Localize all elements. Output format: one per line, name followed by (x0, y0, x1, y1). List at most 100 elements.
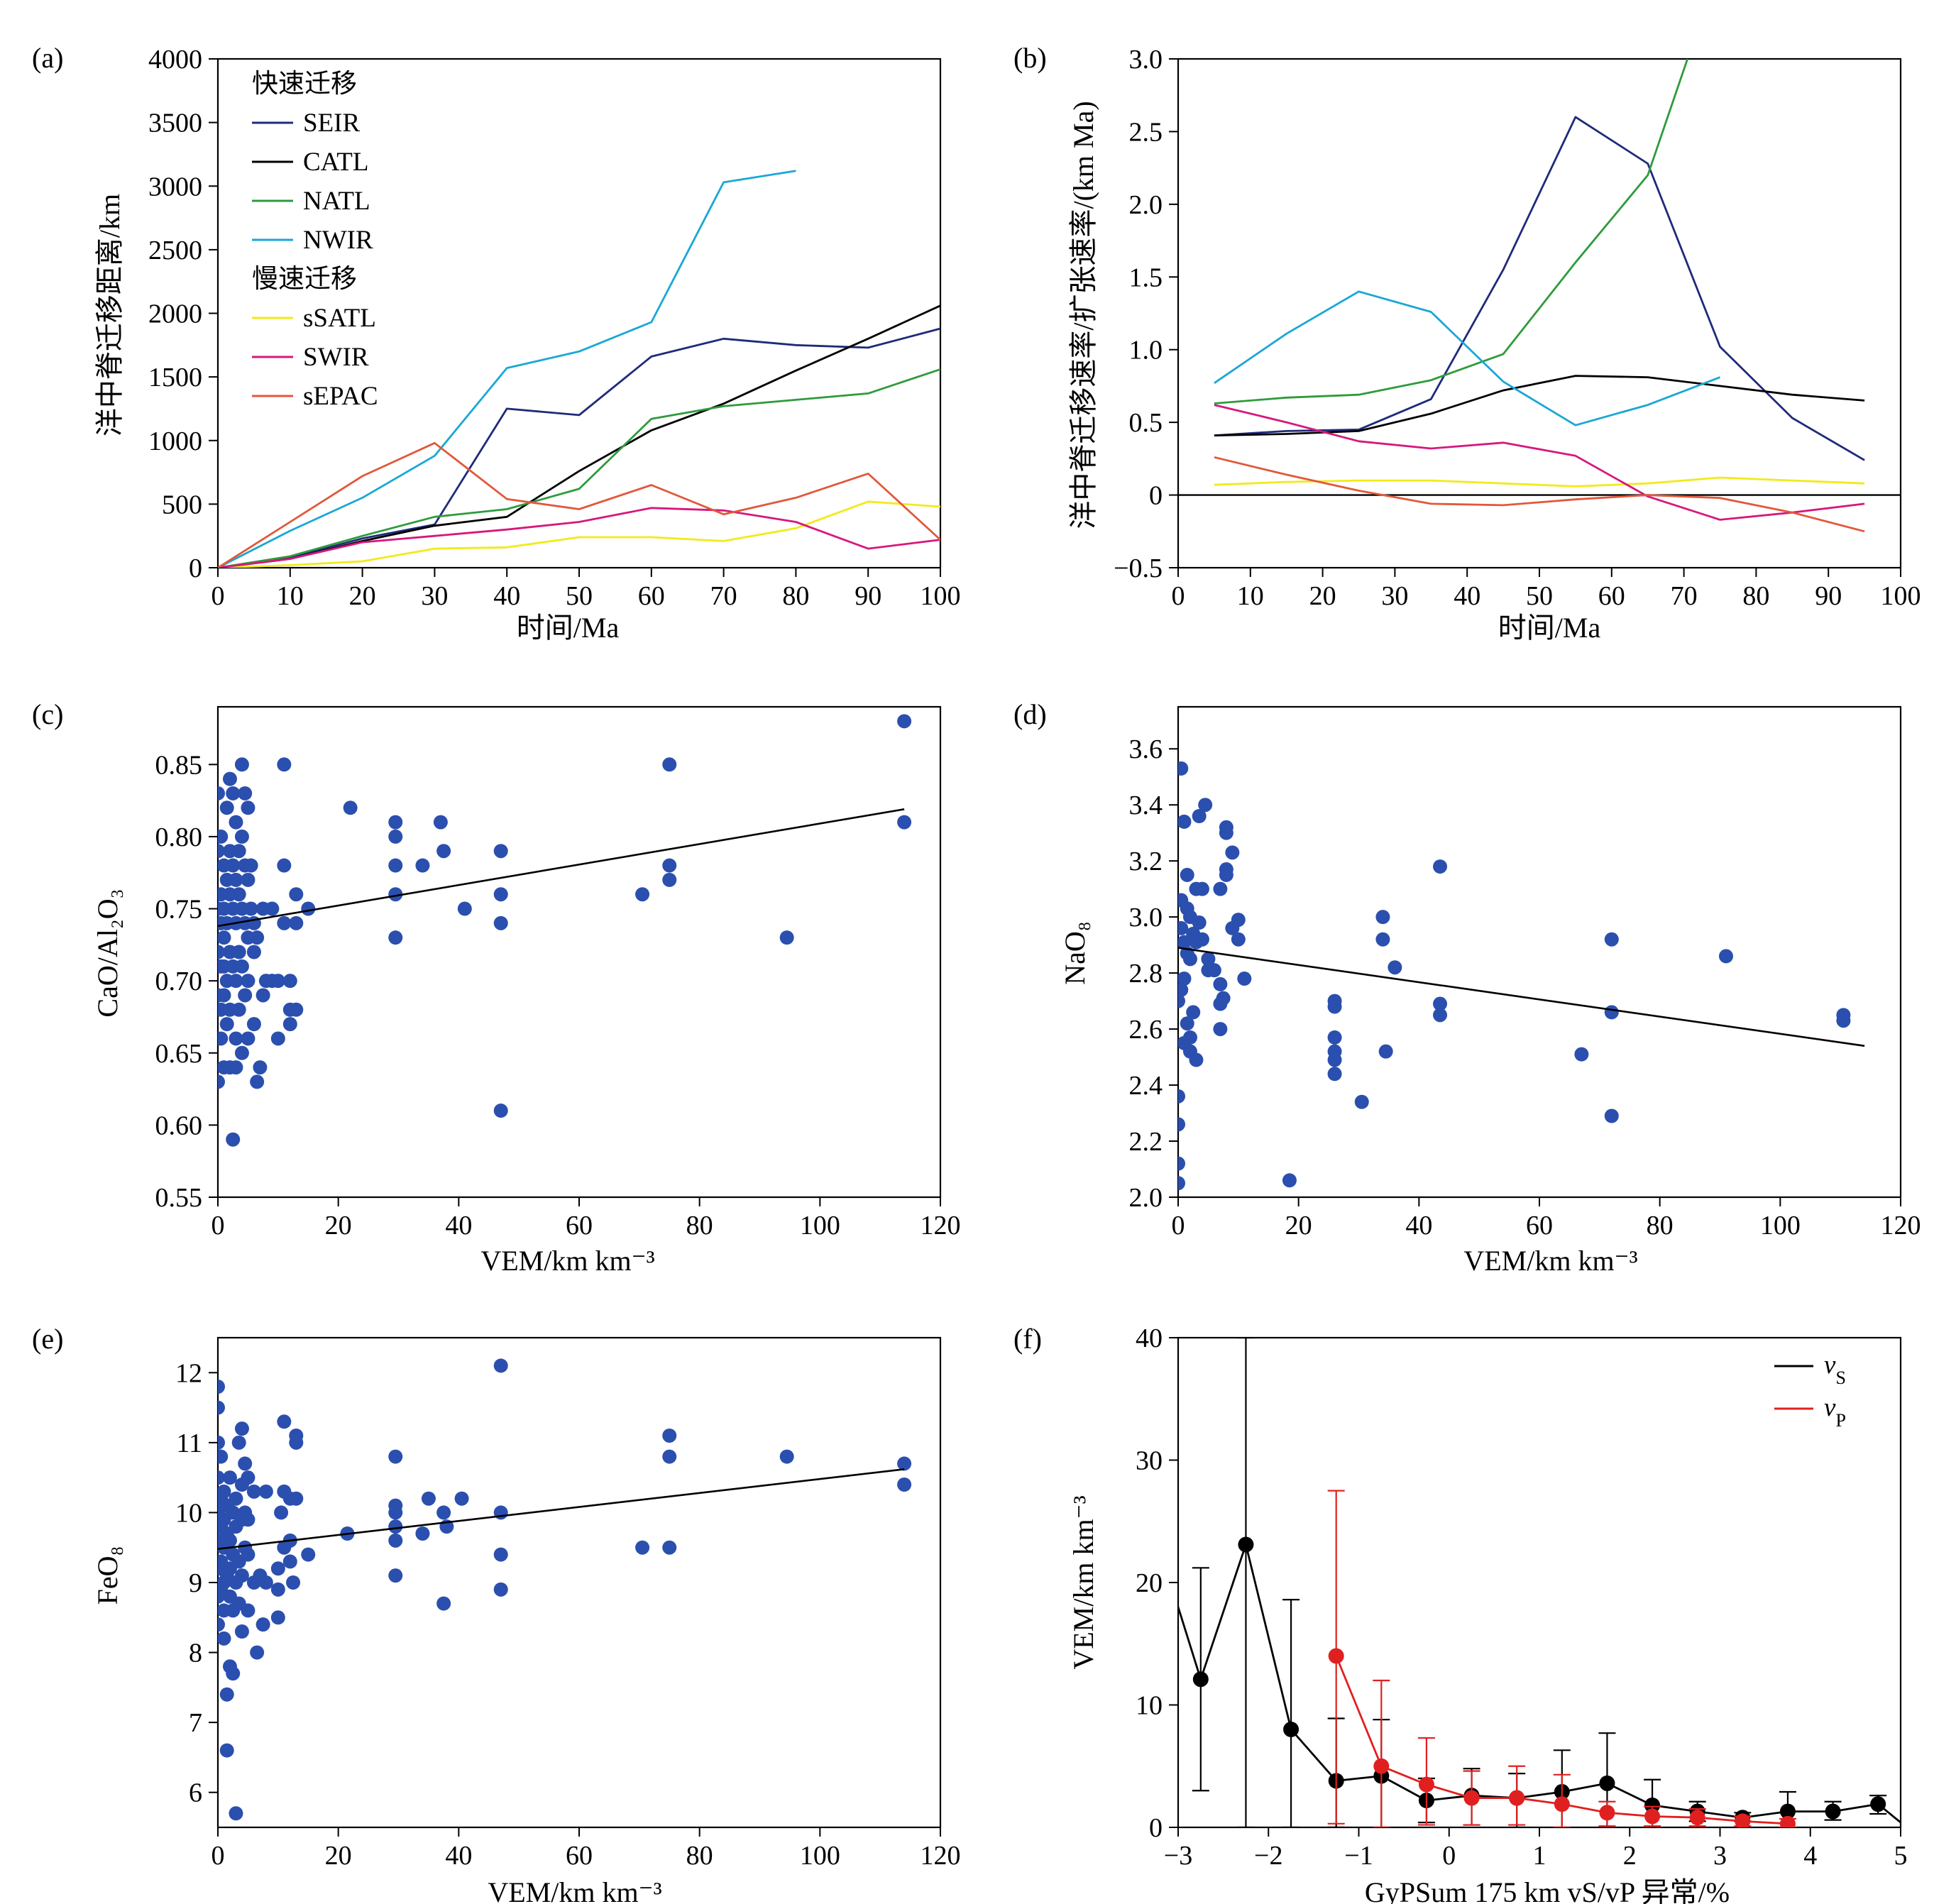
data-point-e (270, 1582, 285, 1597)
series-group-b (1178, 59, 1901, 533)
series-line-sEPAC (218, 441, 940, 568)
y-tick-label-b: 2.5 (1129, 117, 1163, 147)
y-tick-label-e: 12 (175, 1358, 202, 1388)
data-point-d (1219, 867, 1234, 882)
x-tick-label-a: 60 (638, 581, 665, 611)
series-group-d (1178, 761, 1865, 1191)
data-point-d (1192, 915, 1207, 930)
data-point-e (301, 1547, 316, 1562)
legend-label-NATL: NATL (303, 187, 370, 216)
y-tick-label-c: 0.85 (155, 750, 203, 780)
data-point-e (493, 1358, 508, 1373)
data-point-c (231, 945, 246, 959)
x-tick-label-f: −1 (1344, 1841, 1373, 1871)
data-point-e (234, 1624, 249, 1639)
y-tick-label-c: 0.65 (155, 1039, 203, 1069)
x-tick-label-d: 20 (1285, 1211, 1312, 1240)
data-point-c (779, 930, 794, 945)
data-point-c (234, 829, 249, 844)
data-point-c (229, 872, 243, 887)
data-point-d (1213, 976, 1228, 991)
data-point-c (457, 901, 472, 916)
data-point-c (388, 815, 403, 830)
legend-label-sEPAC: sEPAC (303, 382, 378, 411)
data-point-c (218, 786, 225, 800)
series-line-NWIR (1214, 290, 1721, 427)
series-line-sEPAC (1214, 456, 1865, 533)
data-point-c (493, 1104, 508, 1118)
x-tick-label-b: 10 (1237, 581, 1264, 611)
data-point-c (415, 858, 430, 873)
x-tick-label-a: 90 (855, 581, 881, 611)
y-tick-label-a: 3500 (148, 109, 202, 138)
x-tick-label-e: 120 (921, 1841, 961, 1871)
x-tick-label-f: 2 (1623, 1841, 1637, 1871)
data-point-c (218, 988, 231, 1003)
data-point-c (635, 887, 650, 902)
data-point-vS (1192, 1671, 1209, 1688)
data-point-e (218, 1617, 225, 1632)
data-point-vP (1779, 1815, 1796, 1827)
data-point-c (229, 974, 243, 989)
data-point-e (234, 1568, 249, 1583)
data-point-c (226, 1132, 241, 1147)
data-point-e (662, 1449, 677, 1464)
data-point-d (1178, 1156, 1185, 1171)
series-group-c (218, 714, 912, 1147)
data-point-vS (1238, 1536, 1254, 1553)
y-tick-label-f: 10 (1136, 1691, 1163, 1721)
y-tick-label-c: 0.75 (155, 895, 203, 925)
y-tick-label-d: 3.6 (1129, 734, 1163, 764)
series-line-vS (1178, 1543, 1901, 1824)
data-point-vS (1283, 1722, 1300, 1737)
fit-line-c (218, 808, 905, 928)
data-point-c (231, 887, 246, 902)
data-point-d (1216, 991, 1231, 1006)
panel-label-f: (f) (1013, 1323, 1042, 1355)
x-tick-label-c: 20 (325, 1211, 352, 1240)
y-tick-label-b: 2.0 (1129, 190, 1163, 220)
x-tick-label-b: 70 (1671, 581, 1698, 611)
y-tick-label-a: 1000 (148, 427, 202, 456)
data-point-e (779, 1449, 794, 1464)
plot-area-d: 0 20 40 60 80 100 120 2.0 2.2 2.4 2.6 2.8 3.0 3.2 3.4 3… (1129, 705, 1921, 1240)
x-tick-label-f: 4 (1803, 1841, 1817, 1871)
data-point-c (238, 786, 253, 800)
data-point-c (229, 1060, 243, 1075)
data-point-c (246, 945, 261, 959)
data-point-c (231, 1002, 246, 1017)
data-point-d (1178, 1117, 1185, 1132)
x-tick-label-b: 60 (1598, 581, 1625, 611)
panel-label-e: (e) (32, 1323, 63, 1355)
y-tick-label-f: 0 (1149, 1813, 1163, 1843)
data-point-e (219, 1743, 234, 1758)
y-axis-label-e: FeO₈ (92, 1546, 123, 1605)
data-point-e (238, 1456, 253, 1471)
y-tick-label-a: 2000 (148, 299, 202, 329)
series-line-NATL (218, 368, 940, 568)
data-point-e (388, 1568, 403, 1583)
data-point-e (222, 1470, 237, 1485)
data-point-e (388, 1533, 403, 1548)
data-point-e (436, 1596, 451, 1611)
data-point-d (1178, 982, 1189, 997)
data-point-c (218, 1074, 225, 1089)
data-point-e (897, 1456, 912, 1471)
data-point-c (219, 1017, 234, 1032)
y-tick-label-a: 500 (162, 490, 202, 519)
x-tick-label-d: 80 (1647, 1211, 1674, 1240)
data-point-e (241, 1547, 256, 1562)
y-tick-label-e: 9 (189, 1568, 202, 1598)
plot-area-a: 0 10 20 30 40 50 60 70 80 90 100050010001500200025… (148, 45, 961, 611)
y-tick-label-b: 1.5 (1129, 263, 1163, 292)
x-tick-label-f: −3 (1164, 1841, 1192, 1871)
legend-group-title: 快速迁移 (252, 70, 357, 99)
series-line-sSATL (1214, 476, 1865, 488)
data-point-d (1604, 1108, 1619, 1123)
x-tick-label-d: 0 (1172, 1211, 1185, 1240)
panel-b: (b) 0 10 20 30 40 50 60 70 80 90 100 −0.5 0 0.5 1.0 1.5… (1013, 42, 1921, 644)
series-line-SWIR (218, 507, 940, 568)
data-point-c (218, 1031, 229, 1046)
data-point-c (250, 930, 265, 945)
data-point-d (1225, 845, 1240, 860)
